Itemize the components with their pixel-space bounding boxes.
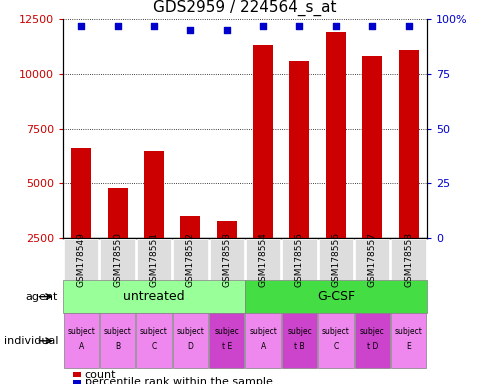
- Text: subject: subject: [394, 327, 422, 336]
- Text: individual: individual: [4, 336, 58, 346]
- Text: subject: subject: [176, 327, 204, 336]
- Text: C: C: [151, 342, 156, 351]
- Text: B: B: [115, 342, 120, 351]
- Text: GSM178553: GSM178553: [222, 232, 231, 287]
- Bar: [144, 151, 164, 238]
- Bar: [289, 61, 309, 238]
- Text: subjec: subjec: [214, 327, 239, 336]
- Point: [186, 27, 194, 33]
- Text: subjec: subjec: [359, 327, 384, 336]
- Point: [222, 27, 230, 33]
- Text: GSM178556: GSM178556: [331, 232, 340, 287]
- Text: t B: t B: [294, 342, 304, 351]
- Text: subject: subject: [140, 327, 167, 336]
- Text: t E: t E: [221, 342, 231, 351]
- Text: GSM178552: GSM178552: [185, 232, 195, 286]
- Bar: [180, 216, 200, 238]
- Text: GSM178550: GSM178550: [113, 232, 122, 287]
- Bar: [362, 56, 381, 238]
- Bar: [216, 220, 236, 238]
- Point: [150, 23, 157, 29]
- Text: agent: agent: [26, 291, 58, 302]
- Point: [367, 23, 375, 29]
- Text: subject: subject: [321, 327, 349, 336]
- Point: [258, 23, 266, 29]
- Point: [113, 23, 121, 29]
- Point: [331, 23, 339, 29]
- Bar: [398, 50, 418, 238]
- Text: C: C: [333, 342, 338, 351]
- Text: GSM178558: GSM178558: [403, 232, 412, 287]
- Bar: [325, 32, 345, 238]
- Text: GSM178551: GSM178551: [149, 232, 158, 287]
- Text: untreated: untreated: [123, 290, 184, 303]
- Text: GSM178549: GSM178549: [76, 232, 86, 286]
- Text: count: count: [85, 370, 116, 380]
- Text: GSM178557: GSM178557: [367, 232, 376, 287]
- Point: [77, 23, 85, 29]
- Text: subject: subject: [249, 327, 276, 336]
- Title: GDS2959 / 224564_s_at: GDS2959 / 224564_s_at: [153, 0, 336, 17]
- Text: subject: subject: [67, 327, 95, 336]
- Text: A: A: [78, 342, 84, 351]
- Bar: [253, 45, 272, 238]
- Text: subject: subject: [104, 327, 131, 336]
- Bar: [71, 148, 91, 238]
- Text: E: E: [406, 342, 410, 351]
- Bar: [107, 188, 127, 238]
- Text: GSM178554: GSM178554: [258, 232, 267, 286]
- Point: [404, 23, 411, 29]
- Text: t D: t D: [366, 342, 377, 351]
- Text: A: A: [260, 342, 265, 351]
- Text: G-CSF: G-CSF: [316, 290, 354, 303]
- Text: GSM178555: GSM178555: [294, 232, 303, 287]
- Text: D: D: [187, 342, 193, 351]
- Text: percentile rank within the sample: percentile rank within the sample: [85, 377, 272, 384]
- Point: [295, 23, 302, 29]
- Text: subjec: subjec: [287, 327, 311, 336]
